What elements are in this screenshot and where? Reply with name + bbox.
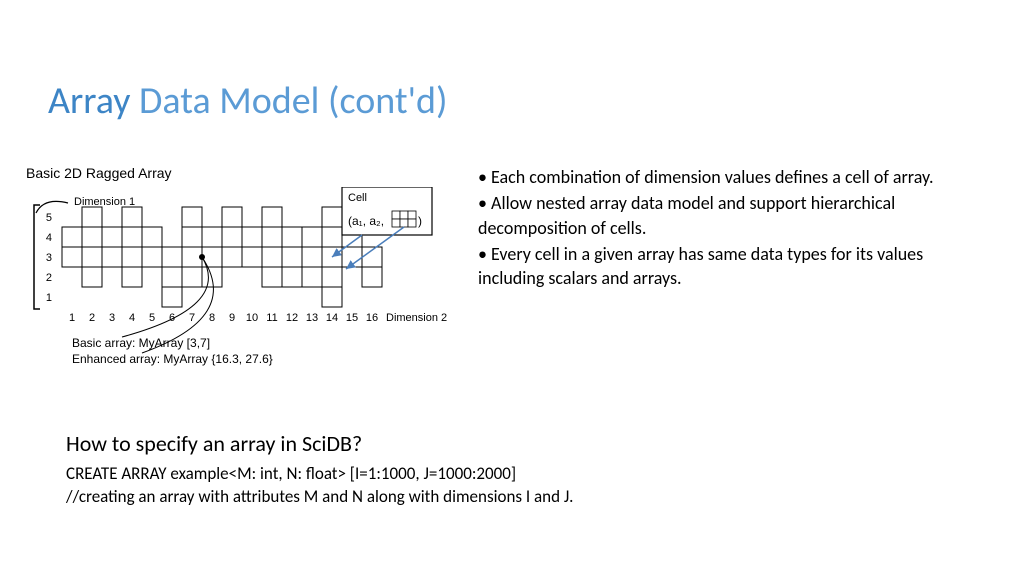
- slide-title: Array Data Model (cont'd): [48, 78, 448, 124]
- svg-text:9: 9: [229, 312, 235, 324]
- svg-text:5: 5: [46, 212, 52, 224]
- svg-text:Enhanced array: MyArray {16.3,: Enhanced array: MyArray {16.3, 27.6}: [72, 352, 273, 366]
- svg-text:1: 1: [46, 292, 52, 304]
- svg-text:8: 8: [209, 312, 215, 324]
- title-accent: Array: [48, 78, 130, 124]
- svg-text:4: 4: [46, 232, 52, 244]
- svg-text:11: 11: [266, 312, 277, 324]
- svg-text:2: 2: [89, 312, 95, 324]
- content-row: Basic 2D Ragged Array 123451234567891011…: [20, 165, 988, 417]
- svg-text:Cell: Cell: [348, 192, 367, 204]
- svg-text:2: 2: [46, 272, 52, 284]
- svg-text:12: 12: [286, 312, 298, 324]
- diagram-title: Basic 2D Ragged Array: [26, 165, 460, 181]
- svg-text:7: 7: [189, 312, 195, 324]
- howto-heading: How to specify an array in SciDB?: [66, 430, 946, 457]
- svg-text:1: 1: [69, 312, 75, 324]
- svg-text:3: 3: [46, 252, 52, 264]
- svg-text:): ): [418, 214, 422, 228]
- svg-text:(a₁, a₂,: (a₁, a₂,: [348, 214, 384, 228]
- svg-text:10: 10: [246, 312, 258, 324]
- svg-text:Dimension 1: Dimension 1: [74, 196, 135, 208]
- bullet-2: • Allow nested array data model and supp…: [478, 191, 988, 240]
- svg-text:Basic array: MyArray [3,7]: Basic array: MyArray [3,7]: [72, 336, 210, 350]
- svg-text:15: 15: [346, 312, 358, 324]
- svg-text:4: 4: [129, 312, 135, 324]
- howto-code-1: CREATE ARRAY example<M: int, N: float> […: [66, 463, 946, 486]
- svg-text:13: 13: [306, 312, 318, 324]
- bullets-column: • Each combination of dimension values d…: [478, 165, 988, 417]
- diagram-column: Basic 2D Ragged Array 123451234567891011…: [20, 165, 460, 417]
- howto-code-2: //creating an array with attributes M an…: [66, 486, 946, 509]
- svg-text:Dimension 2: Dimension 2: [386, 312, 447, 324]
- howto-section: How to specify an array in SciDB? CREATE…: [66, 430, 946, 509]
- svg-text:16: 16: [366, 312, 378, 324]
- bullet-1: • Each combination of dimension values d…: [478, 165, 988, 189]
- svg-text:5: 5: [149, 312, 155, 324]
- title-rest: Data Model (cont'd): [130, 78, 447, 124]
- svg-text:14: 14: [326, 312, 338, 324]
- svg-text:3: 3: [109, 312, 115, 324]
- bullet-3: • Every cell in a given array has same d…: [478, 242, 988, 291]
- ragged-array-diagram: 1234512345678910111213141516Dimension 2D…: [20, 187, 460, 417]
